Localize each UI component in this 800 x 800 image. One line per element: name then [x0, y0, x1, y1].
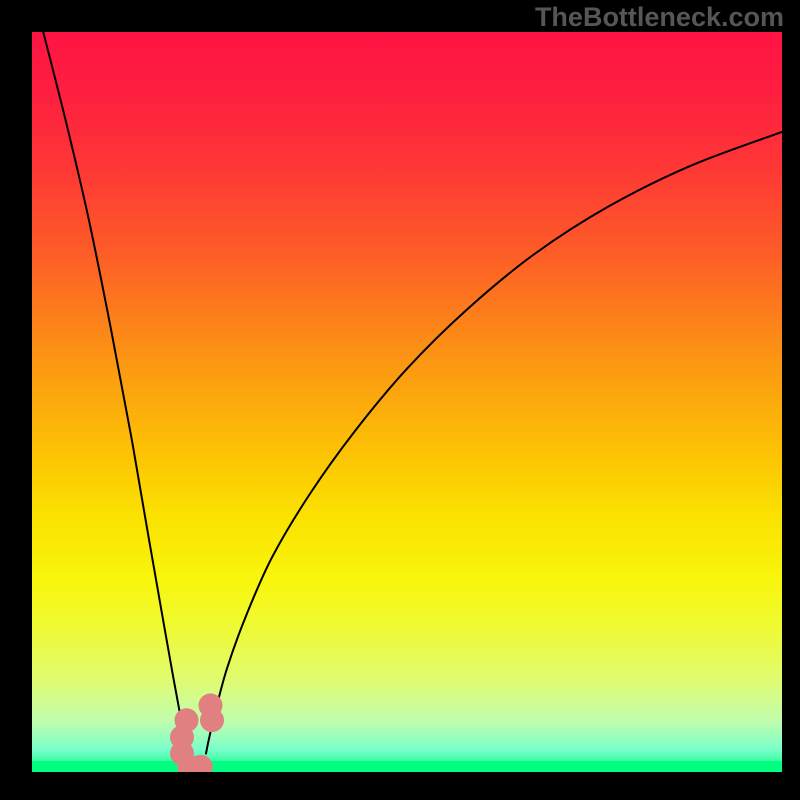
- heat-gradient-background: [32, 32, 782, 772]
- green-floor: [32, 761, 782, 772]
- marker-right[interactable]: [199, 693, 223, 717]
- watermark-text: TheBottleneck.com: [535, 2, 784, 33]
- bottleneck-chart: [0, 0, 800, 800]
